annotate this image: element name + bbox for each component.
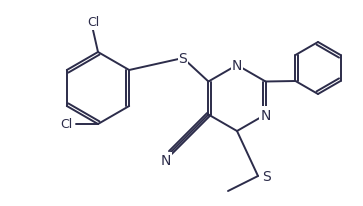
Text: Cl: Cl [87,16,99,29]
Text: S: S [262,169,271,183]
Text: N: N [160,154,171,168]
Text: S: S [179,52,187,66]
Text: Cl: Cl [60,118,72,131]
Text: N: N [260,108,271,122]
Text: N: N [232,59,242,73]
